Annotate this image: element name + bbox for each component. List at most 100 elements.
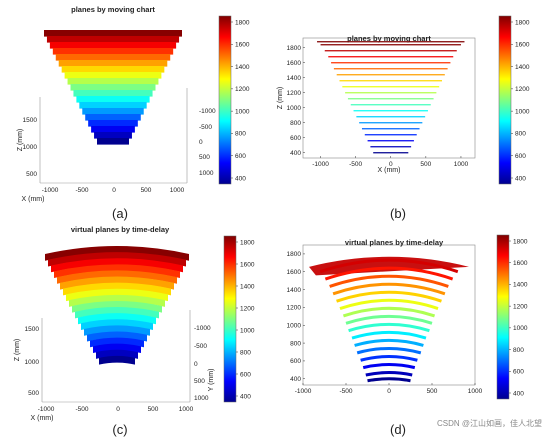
surface-plane [67, 78, 159, 85]
panel-a-ytick: 500 [199, 154, 210, 161]
y-tick-label: 1200 [287, 90, 302, 97]
plane-line [345, 314, 433, 325]
panel-c-colorbar [223, 235, 237, 403]
colorbar-tick-label: 1800 [235, 19, 250, 26]
surface-plane [78, 313, 156, 325]
colorbar-tick-label: 400 [515, 175, 526, 182]
colorbar-tick-label: 1600 [513, 260, 528, 267]
panel-a-ztick: 500 [26, 171, 37, 178]
panel-d-colorbar [496, 234, 510, 400]
y-tick-label: 1600 [287, 60, 302, 67]
panel-a-colorbar-ticks: 1800 1600 1400 1200 1000 800 600 400 [231, 19, 250, 182]
surface-plane [45, 246, 189, 261]
colorbar-tick-label: 1600 [240, 261, 255, 268]
panel-a-ytick: -500 [199, 124, 212, 131]
colorbar-tick-label: 1000 [515, 108, 530, 115]
colorbar-tick-label: 1400 [235, 64, 250, 71]
panel-a-ytick: -1000 [199, 108, 216, 115]
plane-line [342, 306, 436, 318]
surface-plane [96, 349, 138, 359]
panel-a-xtick: 500 [141, 187, 152, 194]
panel-a-xlabel: X (mm) [22, 196, 45, 203]
panel-c-ztick: 1500 [25, 326, 40, 333]
plane-line [332, 282, 446, 296]
panel-b-xlabel: X (mm) [378, 167, 401, 174]
y-tick-label: 1200 [287, 305, 302, 312]
x-tick-label: 0 [389, 161, 393, 168]
x-tick-label: -500 [349, 161, 362, 168]
x-tick-label: 0 [387, 388, 391, 395]
panel-b: planes by moving chart -1000 -500 0 500 1000… [277, 15, 530, 221]
panel-d-colorbar-ticks: 1800 1600 1400 1200 1000 800 600 400 [509, 238, 528, 397]
plane-line [336, 290, 442, 303]
colorbar-tick-label: 400 [240, 393, 251, 400]
panel-d-series [309, 256, 469, 383]
surface-plane [81, 319, 153, 330]
surface-plane [91, 126, 135, 133]
colorbar-tick-label: 600 [513, 369, 524, 376]
colorbar-tick-label: 1800 [515, 19, 530, 26]
panel-b-ylabel: Z (mm) [277, 87, 284, 110]
surface-plane [58, 60, 168, 67]
panel-a-colorbar [218, 15, 232, 185]
panel-c-xlabel: X (mm) [31, 415, 54, 422]
colorbar-tick-label: 1200 [513, 303, 528, 310]
panel-d-caption: (d) [390, 422, 406, 437]
plane-line [354, 338, 424, 347]
surface-plane [49, 42, 177, 49]
surface-plane [75, 307, 159, 319]
colorbar-tick-label: 800 [513, 347, 524, 354]
panel-b-colorbar [498, 15, 512, 185]
panel-b-title: planes by moving chart [347, 34, 431, 43]
y-tick-label: 400 [290, 376, 301, 383]
panel-a-xtick: -500 [75, 187, 88, 194]
plane-line [367, 377, 411, 383]
surface-plane [48, 252, 186, 267]
y-tick-label: 1800 [287, 45, 302, 52]
panel-c-xtick: -500 [75, 406, 88, 413]
surface-plane [51, 258, 183, 273]
colorbar-tick-label: 1000 [235, 108, 250, 115]
plane-line [348, 322, 430, 333]
colorbar-tick-label: 600 [240, 371, 251, 378]
panel-c-caption: (c) [112, 422, 127, 437]
colorbar-tick-label: 1600 [515, 42, 530, 49]
colorbar-tick-label: 1400 [240, 283, 255, 290]
panel-c-ytick: 1000 [194, 395, 209, 402]
panel-b-colorbar-ticks: 1800 1600 1400 1200 1000 800 600 400 [511, 19, 530, 182]
surface-plane [70, 84, 156, 91]
panel-c-title: virtual planes by time-delay [71, 225, 170, 234]
panel-a-xtick: -1000 [42, 187, 59, 194]
panel-a-ztick: 1000 [23, 144, 38, 151]
plane-line [362, 362, 416, 370]
surface-plane [79, 102, 147, 109]
y-tick-label: 400 [290, 150, 301, 157]
colorbar-tick-label: 400 [513, 390, 524, 397]
panel-c-ytick: -1000 [194, 325, 211, 332]
panel-c-ytick: 0 [194, 361, 198, 368]
y-tick-label: 600 [290, 135, 301, 142]
colorbar-tick-label: 800 [240, 349, 251, 356]
x-tick-label: 1000 [454, 161, 469, 168]
panel-b-plot-area [302, 37, 476, 159]
panel-c-colorbar-ticks: 1800 1600 1400 1200 1000 800 600 400 [236, 239, 255, 400]
panel-c-ztick: 500 [28, 390, 39, 397]
panel-b-ticks: -1000 -500 0 500 1000 400 600 800 1000 1200 1400 16… [287, 45, 469, 168]
surface-plane [46, 36, 180, 43]
y-tick-label: 1000 [287, 105, 302, 112]
panel-a: planes by moving chart 1500 1000 500 Z (… [17, 5, 250, 221]
plane-line [365, 371, 413, 377]
panel-d: virtual planes by time-delay -1000 -500 0 5… [287, 234, 528, 437]
panel-c-xtick: 0 [116, 406, 120, 413]
x-tick-label: -500 [339, 388, 352, 395]
x-tick-label: 1000 [468, 388, 483, 395]
surface-plane [97, 138, 129, 145]
colorbar-tick-label: 1200 [240, 305, 255, 312]
y-tick-label: 1000 [287, 323, 302, 330]
panel-d-ticks: -1000 -500 0 500 1000 400 600 800 1000 1200 1400 16… [287, 251, 483, 395]
panel-c-xtick: 500 [148, 406, 159, 413]
y-tick-label: 800 [290, 120, 301, 127]
panel-c-zlabel: Z (mm) [14, 339, 21, 362]
surface-plane [99, 355, 135, 365]
